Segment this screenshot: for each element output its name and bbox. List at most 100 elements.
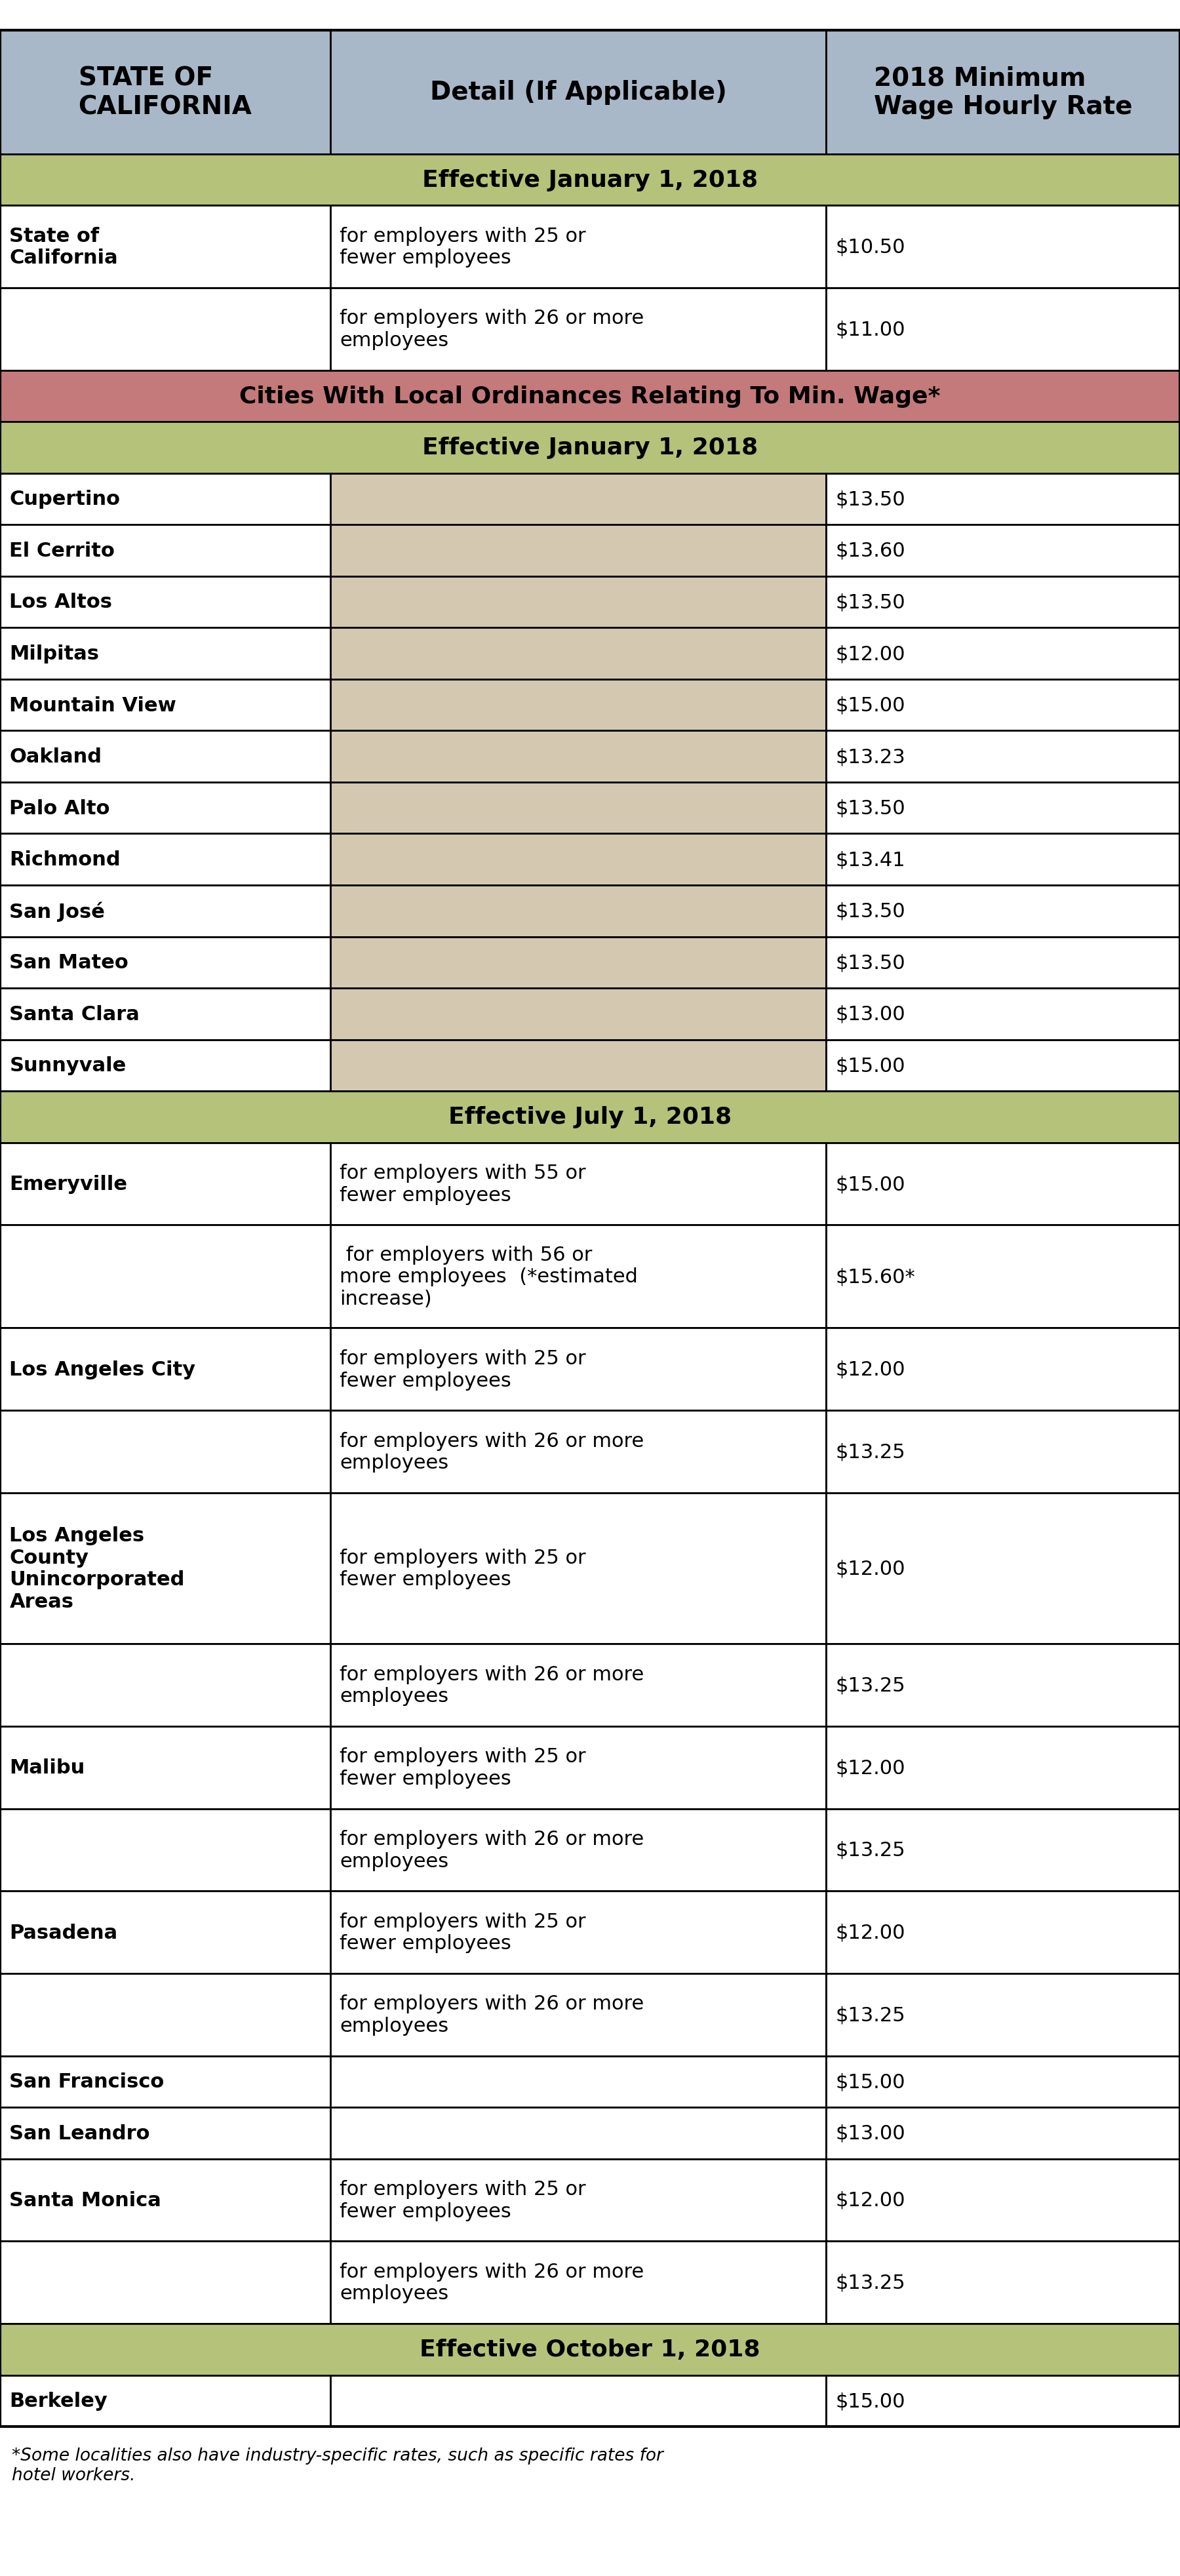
Text: Berkeley: Berkeley	[9, 2391, 107, 2411]
Text: Los Angeles
County
Unincorporated
Areas: Los Angeles County Unincorporated Areas	[9, 1525, 185, 1610]
Text: $13.25: $13.25	[835, 1443, 905, 1461]
Text: for employers with 26 or more
employees: for employers with 26 or more employees	[340, 1664, 644, 1705]
FancyBboxPatch shape	[0, 680, 330, 732]
Text: $12.00: $12.00	[835, 1558, 905, 1579]
FancyBboxPatch shape	[0, 289, 330, 371]
Text: $12.00: $12.00	[835, 644, 905, 665]
FancyBboxPatch shape	[330, 1973, 826, 2056]
FancyBboxPatch shape	[330, 1412, 826, 1494]
FancyBboxPatch shape	[330, 1494, 826, 1643]
FancyBboxPatch shape	[330, 1808, 826, 1891]
FancyBboxPatch shape	[0, 422, 1180, 474]
Text: San Francisco: San Francisco	[9, 2071, 164, 2092]
FancyBboxPatch shape	[330, 31, 826, 155]
Text: for employers with 25 or
fewer employees: for employers with 25 or fewer employees	[340, 1548, 586, 1589]
FancyBboxPatch shape	[330, 1891, 826, 1973]
Text: Richmond: Richmond	[9, 850, 120, 868]
FancyBboxPatch shape	[826, 1329, 1180, 1412]
FancyBboxPatch shape	[330, 1041, 826, 1092]
FancyBboxPatch shape	[330, 2159, 826, 2241]
Text: $13.50: $13.50	[835, 592, 905, 613]
Text: $13.50: $13.50	[835, 902, 905, 920]
FancyBboxPatch shape	[0, 886, 330, 938]
Text: Santa Monica: Santa Monica	[9, 2190, 162, 2210]
FancyBboxPatch shape	[0, 2159, 330, 2241]
FancyBboxPatch shape	[330, 1144, 826, 1226]
FancyBboxPatch shape	[826, 31, 1180, 155]
Text: $15.60*: $15.60*	[835, 1267, 916, 1285]
FancyBboxPatch shape	[826, 2375, 1180, 2427]
FancyBboxPatch shape	[330, 1329, 826, 1412]
FancyBboxPatch shape	[826, 732, 1180, 783]
Text: $15.00: $15.00	[835, 2071, 905, 2092]
Text: Detail (If Applicable): Detail (If Applicable)	[430, 80, 727, 106]
Text: Cupertino: Cupertino	[9, 489, 120, 510]
Text: $15.00: $15.00	[835, 2391, 905, 2411]
Text: $13.25: $13.25	[835, 1677, 905, 1695]
Text: $13.50: $13.50	[835, 799, 905, 817]
FancyBboxPatch shape	[330, 989, 826, 1041]
FancyBboxPatch shape	[826, 206, 1180, 289]
Text: STATE OF
CALIFORNIA: STATE OF CALIFORNIA	[78, 67, 253, 118]
FancyBboxPatch shape	[330, 629, 826, 680]
Text: $13.60: $13.60	[835, 541, 905, 562]
FancyBboxPatch shape	[0, 2107, 330, 2159]
FancyBboxPatch shape	[826, 1494, 1180, 1643]
Text: Emeryville: Emeryville	[9, 1175, 127, 1193]
FancyBboxPatch shape	[0, 2241, 330, 2324]
Text: Malibu: Malibu	[9, 1757, 85, 1777]
FancyBboxPatch shape	[826, 526, 1180, 577]
FancyBboxPatch shape	[0, 1808, 330, 1891]
FancyBboxPatch shape	[330, 783, 826, 835]
FancyBboxPatch shape	[826, 835, 1180, 886]
FancyBboxPatch shape	[0, 1329, 330, 1412]
Text: $13.00: $13.00	[835, 1005, 905, 1023]
FancyBboxPatch shape	[330, 732, 826, 783]
FancyBboxPatch shape	[0, 474, 330, 526]
FancyBboxPatch shape	[0, 31, 330, 155]
FancyBboxPatch shape	[330, 680, 826, 732]
Text: for employers with 25 or
fewer employees: for employers with 25 or fewer employees	[340, 1747, 586, 1788]
FancyBboxPatch shape	[826, 1726, 1180, 1808]
FancyBboxPatch shape	[826, 1808, 1180, 1891]
Text: 2018 Minimum
Wage Hourly Rate: 2018 Minimum Wage Hourly Rate	[873, 67, 1133, 118]
Text: for employers with 26 or more
employees: for employers with 26 or more employees	[340, 1432, 644, 1473]
Text: Oakland: Oakland	[9, 747, 101, 765]
FancyBboxPatch shape	[0, 1494, 330, 1643]
FancyBboxPatch shape	[0, 783, 330, 835]
FancyBboxPatch shape	[330, 2107, 826, 2159]
FancyBboxPatch shape	[330, 2375, 826, 2427]
FancyBboxPatch shape	[330, 1726, 826, 1808]
FancyBboxPatch shape	[330, 474, 826, 526]
FancyBboxPatch shape	[0, 577, 330, 629]
Text: $12.00: $12.00	[835, 2190, 905, 2210]
FancyBboxPatch shape	[0, 1092, 1180, 1144]
FancyBboxPatch shape	[0, 206, 330, 289]
FancyBboxPatch shape	[0, 1891, 330, 1973]
Text: Pasadena: Pasadena	[9, 1922, 118, 1942]
FancyBboxPatch shape	[330, 1226, 826, 1329]
Text: for employers with 26 or more
employees: for employers with 26 or more employees	[340, 309, 644, 350]
FancyBboxPatch shape	[0, 1041, 330, 1092]
FancyBboxPatch shape	[0, 1226, 330, 1329]
FancyBboxPatch shape	[826, 577, 1180, 629]
Text: Los Altos: Los Altos	[9, 592, 112, 613]
Text: $13.23: $13.23	[835, 747, 905, 765]
Text: $15.00: $15.00	[835, 1175, 905, 1193]
FancyBboxPatch shape	[826, 1041, 1180, 1092]
FancyBboxPatch shape	[826, 474, 1180, 526]
Text: for employers with 55 or
fewer employees: for employers with 55 or fewer employees	[340, 1164, 586, 1206]
FancyBboxPatch shape	[826, 989, 1180, 1041]
FancyBboxPatch shape	[330, 526, 826, 577]
Text: Milpitas: Milpitas	[9, 644, 99, 665]
FancyBboxPatch shape	[330, 886, 826, 938]
FancyBboxPatch shape	[826, 1891, 1180, 1973]
Text: $15.00: $15.00	[835, 1056, 905, 1074]
FancyBboxPatch shape	[330, 289, 826, 371]
FancyBboxPatch shape	[0, 371, 1180, 422]
FancyBboxPatch shape	[826, 1226, 1180, 1329]
FancyBboxPatch shape	[826, 2159, 1180, 2241]
Text: $10.50: $10.50	[835, 237, 905, 258]
Text: $13.41: $13.41	[835, 850, 905, 868]
FancyBboxPatch shape	[0, 938, 330, 989]
